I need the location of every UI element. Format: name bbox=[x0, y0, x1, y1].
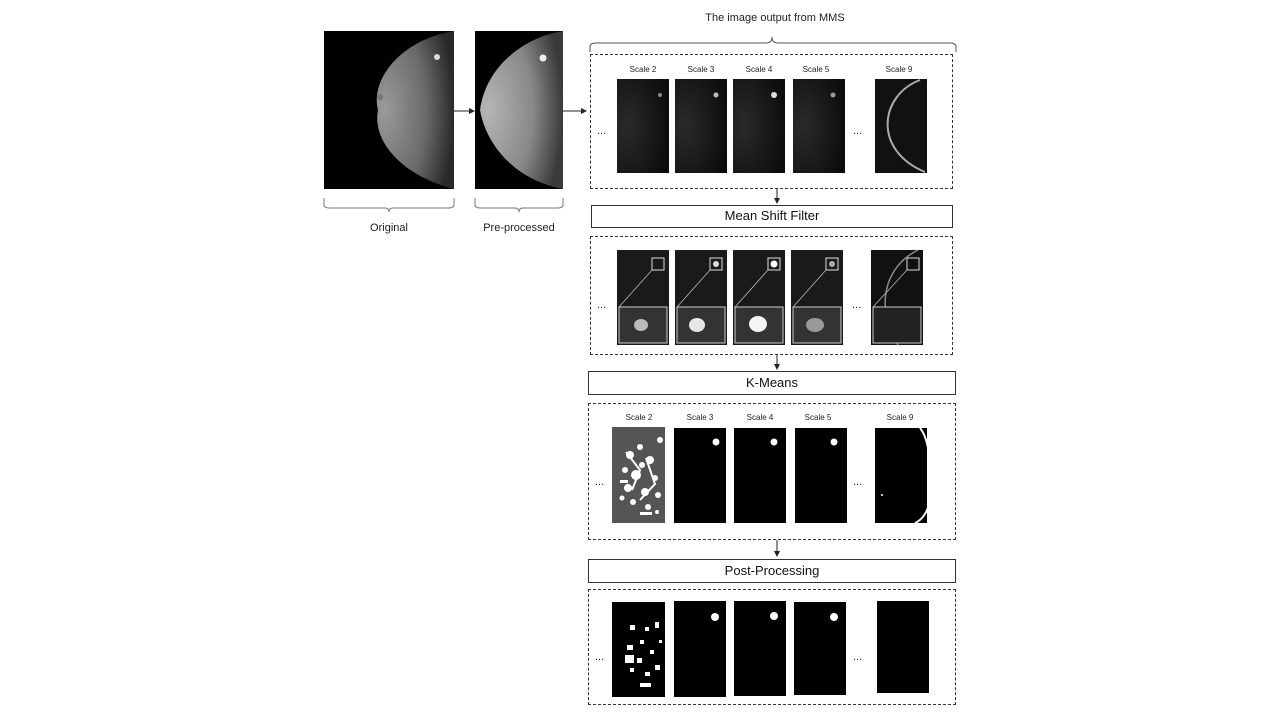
scale-label: Scale 9 bbox=[885, 65, 913, 74]
scale-label: Scale 4 bbox=[746, 413, 774, 422]
ellipsis: ... bbox=[853, 125, 863, 137]
ellipsis: ... bbox=[853, 651, 863, 663]
mms-output-title: The image output from MMS bbox=[705, 12, 845, 24]
meanshift-output-box bbox=[590, 236, 953, 355]
kmeans-step: K-Means bbox=[588, 371, 956, 395]
original-label: Original bbox=[370, 222, 408, 234]
scale-label: Scale 3 bbox=[687, 65, 715, 74]
kmeans-row-images bbox=[612, 427, 932, 524]
post-output-box bbox=[588, 589, 956, 705]
original-image bbox=[324, 31, 454, 189]
scale-label: Scale 5 bbox=[802, 65, 830, 74]
ellipsis: ... bbox=[597, 299, 607, 311]
preprocessed-brace bbox=[474, 198, 564, 213]
kmeans-output-box bbox=[588, 403, 956, 540]
mms-brace bbox=[589, 36, 957, 52]
scale-label: Scale 3 bbox=[686, 413, 714, 422]
ellipsis: ... bbox=[597, 125, 607, 137]
ellipsis: ... bbox=[853, 476, 863, 488]
scale-label: Scale 9 bbox=[886, 413, 914, 422]
ellipsis: ... bbox=[595, 651, 605, 663]
preprocessed-label: Pre-processed bbox=[483, 222, 555, 234]
ellipsis: ... bbox=[852, 299, 862, 311]
post-row-images bbox=[612, 601, 929, 697]
meanshift-row-images bbox=[617, 249, 923, 346]
post-processing-step: Post-Processing bbox=[588, 559, 956, 583]
scale-label: Scale 2 bbox=[629, 65, 657, 74]
mms-output-box bbox=[590, 54, 953, 189]
scale-label: Scale 2 bbox=[625, 413, 653, 422]
mean-shift-filter-step: Mean Shift Filter bbox=[591, 205, 953, 228]
scale-label: Scale 4 bbox=[745, 65, 773, 74]
scale-label: Scale 5 bbox=[804, 413, 832, 422]
preprocessed-image bbox=[475, 31, 563, 189]
original-brace bbox=[323, 198, 455, 213]
mms-row-images bbox=[617, 79, 927, 173]
ellipsis: ... bbox=[595, 476, 605, 488]
